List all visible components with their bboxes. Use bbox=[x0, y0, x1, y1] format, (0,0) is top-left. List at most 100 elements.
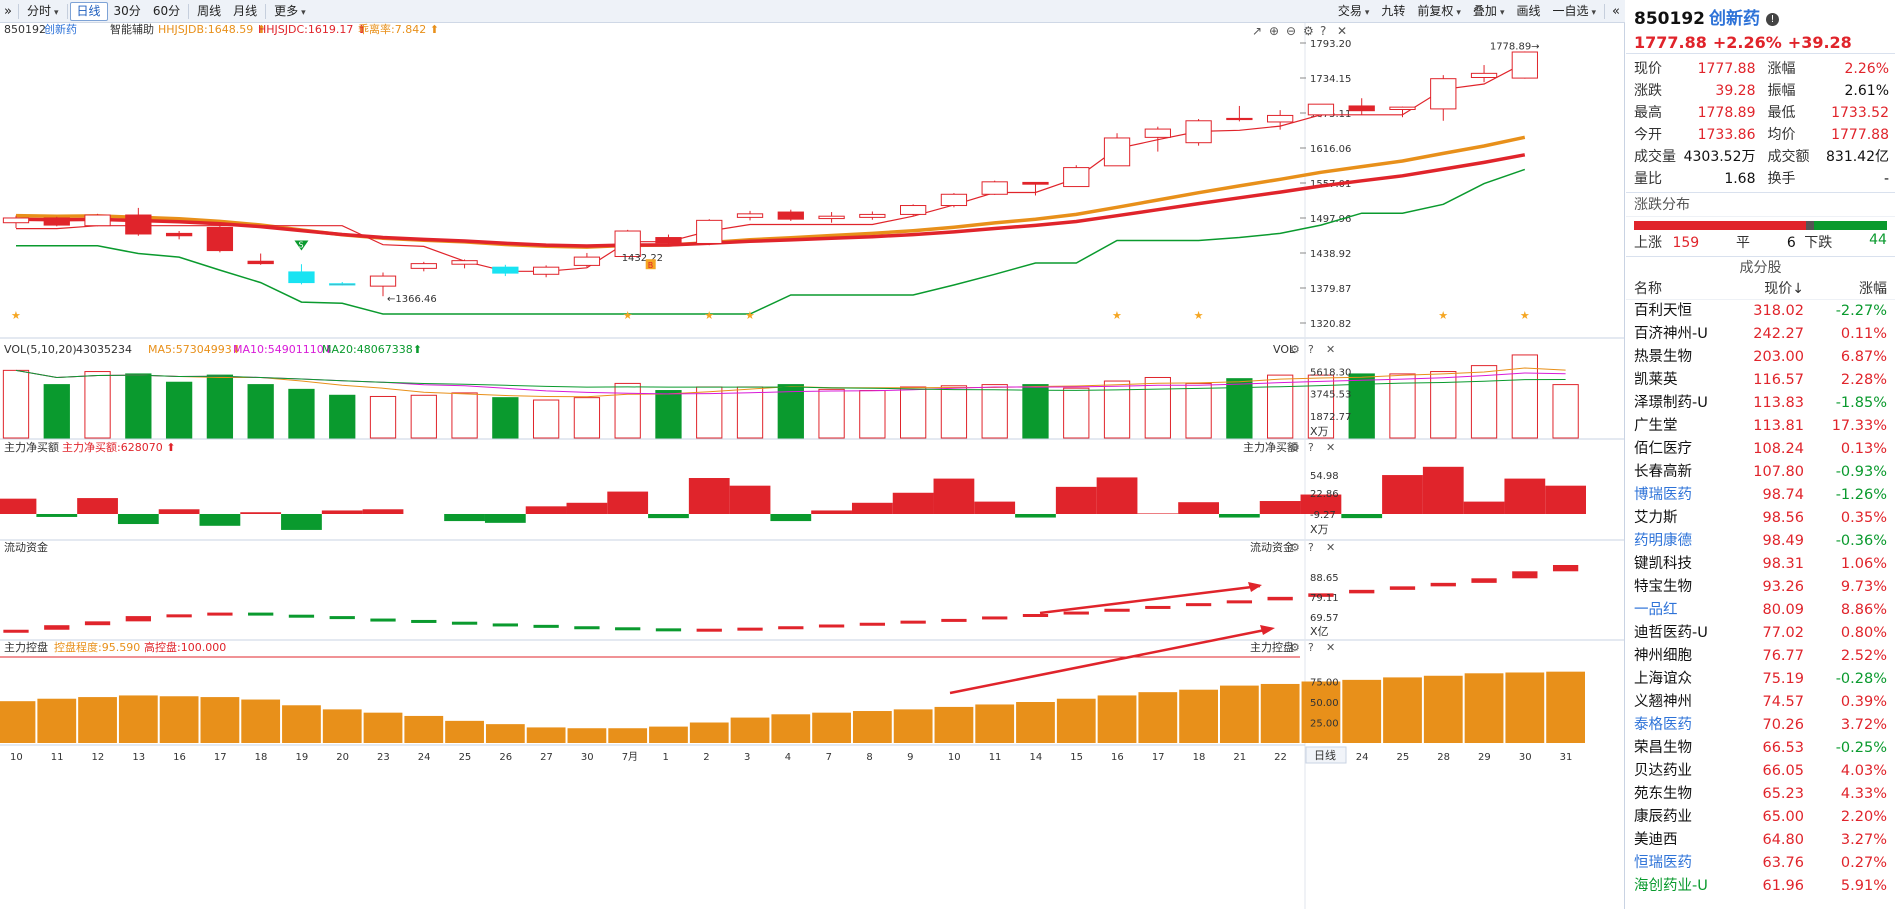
constituent-row[interactable]: 百济神州-U 242.27 0.11% bbox=[1626, 323, 1895, 346]
constituent-row[interactable]: 荣昌生物 66.53 -0.25% bbox=[1626, 737, 1895, 760]
period-tab-0[interactable]: 分时 ▾ bbox=[21, 2, 65, 21]
flow-bar bbox=[288, 614, 315, 618]
net-buy-bar bbox=[1463, 501, 1505, 514]
control-bar bbox=[567, 728, 607, 743]
quote-label: 换手 bbox=[1767, 171, 1796, 187]
constituent-row[interactable]: 凯莱英 116.57 2.28% bbox=[1626, 369, 1895, 392]
constituent-row[interactable]: 广生堂 113.81 17.33% bbox=[1626, 415, 1895, 438]
tool-button-1[interactable]: 九转 bbox=[1375, 2, 1411, 21]
constituent-name: 一品红 bbox=[1634, 602, 1678, 618]
expand-icon[interactable]: « bbox=[1612, 4, 1620, 19]
col-change[interactable]: 涨幅 bbox=[1859, 281, 1887, 297]
constituent-row[interactable]: 神州细胞 76.77 2.52% bbox=[1626, 645, 1895, 668]
volume-bar bbox=[369, 395, 397, 439]
tool-button-3[interactable]: 叠加 ▾ bbox=[1467, 2, 1511, 21]
control-bar bbox=[1505, 672, 1545, 743]
constituent-row[interactable]: 热景生物 203.00 6.87% bbox=[1626, 346, 1895, 369]
constituent-row[interactable]: 药明康德 98.49 -0.36% bbox=[1626, 530, 1895, 553]
flow-bar bbox=[166, 614, 192, 618]
gear-icon: ⚙ bbox=[1290, 641, 1300, 654]
constituent-row[interactable]: 恒瑞医药 63.76 0.27% bbox=[1626, 852, 1895, 875]
chart-area: » 分时 ▾ 日线 30分 60分 周线 月线 更多 ▾ 交易 ▾ 九转 前复权 ▾ 叠加 ▾ 画线 一自选 ▾ … bbox=[0, 0, 1625, 909]
net-buy-bar bbox=[933, 478, 975, 514]
quote-label: 成交额 bbox=[1767, 149, 1810, 165]
constituent-price: 80.09 bbox=[1762, 602, 1804, 618]
constituent-row[interactable]: 艾力斯 98.56 0.35% bbox=[1626, 507, 1895, 530]
flow-bar bbox=[1471, 578, 1497, 583]
constituent-row[interactable]: 泽璟制药-U 113.83 -1.85% bbox=[1626, 392, 1895, 415]
constituent-price: 70.26 bbox=[1762, 717, 1804, 733]
vol-ma5: MA5:57304993⬇ bbox=[148, 343, 241, 356]
period-tab-4[interactable]: 周线 bbox=[191, 2, 227, 21]
constituents-title: 成分股 bbox=[1626, 256, 1895, 278]
constituent-row[interactable]: 美迪西 64.80 3.27% bbox=[1626, 829, 1895, 852]
col-name[interactable]: 名称 bbox=[1634, 281, 1662, 297]
quote-name[interactable]: 创新药 bbox=[1708, 9, 1760, 29]
vol-ytick: 3745.53 bbox=[1310, 390, 1351, 401]
control-bar bbox=[1260, 683, 1300, 743]
volume-bar bbox=[940, 385, 968, 439]
flow-bar bbox=[1512, 571, 1538, 579]
period-tab-6[interactable]: 更多 ▾ bbox=[268, 2, 312, 21]
collapse-icon[interactable]: » bbox=[4, 3, 12, 19]
volume-bar bbox=[696, 386, 723, 439]
tool-button-5[interactable]: 一自选 ▾ bbox=[1546, 2, 1602, 21]
period-tab-2[interactable]: 30分 bbox=[108, 2, 147, 21]
period-tab-5-label: 月线 bbox=[233, 3, 258, 18]
tool-button-2[interactable]: 前复权 ▾ bbox=[1411, 2, 1467, 21]
xtick-label: 27 bbox=[540, 752, 553, 763]
net-buy-bar bbox=[1504, 478, 1546, 514]
constituent-row[interactable]: 博瑞医药 98.74 -1.26% bbox=[1626, 484, 1895, 507]
quote-value: 1777.88 bbox=[1831, 127, 1889, 143]
quote-value: 1.68 bbox=[1724, 171, 1756, 187]
constituent-price: 76.77 bbox=[1762, 648, 1804, 664]
constituent-row[interactable]: 贝达药业 66.05 4.03% bbox=[1626, 760, 1895, 783]
candle-body bbox=[1430, 78, 1457, 110]
flow-arrow-head-icon bbox=[1248, 582, 1262, 592]
flow-bar bbox=[411, 619, 437, 623]
constituent-row[interactable]: 海创药业-U 61.96 5.91% bbox=[1626, 875, 1895, 898]
constituent-row[interactable]: 苑东生物 65.23 4.33% bbox=[1626, 783, 1895, 806]
constituent-row[interactable]: 特宝生物 93.26 9.73% bbox=[1626, 576, 1895, 599]
period-toolbar: » 分时 ▾ 日线 30分 60分 周线 月线 更多 ▾ 交易 ▾ 九转 前复权 ▾ 叠加 ▾ 画线 一自选 ▾ … bbox=[0, 0, 1625, 23]
net-buy-bar bbox=[36, 514, 78, 517]
quote-value: 831.42亿 bbox=[1826, 149, 1889, 165]
constituent-row[interactable]: 一品红 80.09 8.86% bbox=[1626, 599, 1895, 622]
volume-bar bbox=[84, 371, 111, 439]
col-price[interactable]: 现价↓ bbox=[1764, 281, 1804, 297]
ytick-label: 1793.20 bbox=[1310, 39, 1351, 50]
constituent-row[interactable]: 键凯科技 98.31 1.06% bbox=[1626, 553, 1895, 576]
info-icon[interactable]: ! bbox=[1765, 13, 1779, 26]
period-tab-3[interactable]: 60分 bbox=[147, 2, 186, 21]
constituent-row[interactable]: 泰格医药 70.26 3.72% bbox=[1626, 714, 1895, 737]
net-buy-bar bbox=[1545, 485, 1586, 514]
xtick-label: 13 bbox=[132, 752, 145, 763]
constituent-row[interactable]: 上海谊众 75.19 -0.28% bbox=[1626, 668, 1895, 691]
constituent-price: 66.05 bbox=[1762, 763, 1804, 779]
candle-body bbox=[369, 275, 397, 287]
period-tab-5[interactable]: 月线 bbox=[227, 2, 263, 21]
distribution-title: 涨跌分布 bbox=[1626, 193, 1895, 217]
constituent-row[interactable]: 义翘神州 74.57 0.39% bbox=[1626, 691, 1895, 714]
constituent-row[interactable]: 迪哲医药-U 77.02 0.80% bbox=[1626, 622, 1895, 645]
flow-bar bbox=[1104, 608, 1130, 612]
tool-button-0[interactable]: 交易 ▾ bbox=[1332, 2, 1376, 21]
vol-ma20: MA20:48067338⬆ bbox=[322, 343, 422, 356]
flow-bar bbox=[737, 627, 763, 631]
flow-bar bbox=[982, 616, 1008, 620]
period-tab-1[interactable]: 日线 bbox=[69, 1, 108, 21]
ytick-label: 1497.96 bbox=[1310, 214, 1351, 225]
flow-bar bbox=[44, 625, 70, 630]
constituent-row[interactable]: 百利天恒 318.02 -2.27% bbox=[1626, 300, 1895, 323]
constituent-name: 义翘神州 bbox=[1634, 694, 1692, 710]
flow-bar bbox=[941, 618, 967, 622]
constituent-row[interactable]: 康辰药业 65.00 2.20% bbox=[1626, 806, 1895, 829]
flow-bar bbox=[248, 612, 274, 616]
constituent-row[interactable]: 长春高新 107.80 -0.93% bbox=[1626, 461, 1895, 484]
tool-button-4[interactable]: 画线 bbox=[1510, 2, 1546, 21]
constituent-row[interactable]: 佰仁医疗 108.24 0.13% bbox=[1626, 438, 1895, 461]
flow-right-title: 流动资金 bbox=[1250, 540, 1294, 554]
constituent-price: 318.02 bbox=[1753, 303, 1804, 319]
net-buy-bar bbox=[1422, 466, 1464, 514]
